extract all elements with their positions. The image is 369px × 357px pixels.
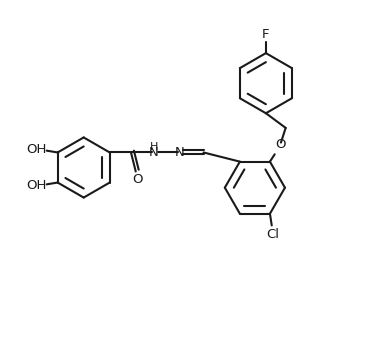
Text: N: N [175,146,184,159]
Text: OH: OH [26,143,46,156]
Text: H: H [149,142,158,152]
Text: O: O [132,173,143,186]
Text: OH: OH [26,179,46,192]
Text: N: N [149,146,159,159]
Text: F: F [262,27,270,41]
Text: Cl: Cl [266,228,279,241]
Text: O: O [275,138,286,151]
